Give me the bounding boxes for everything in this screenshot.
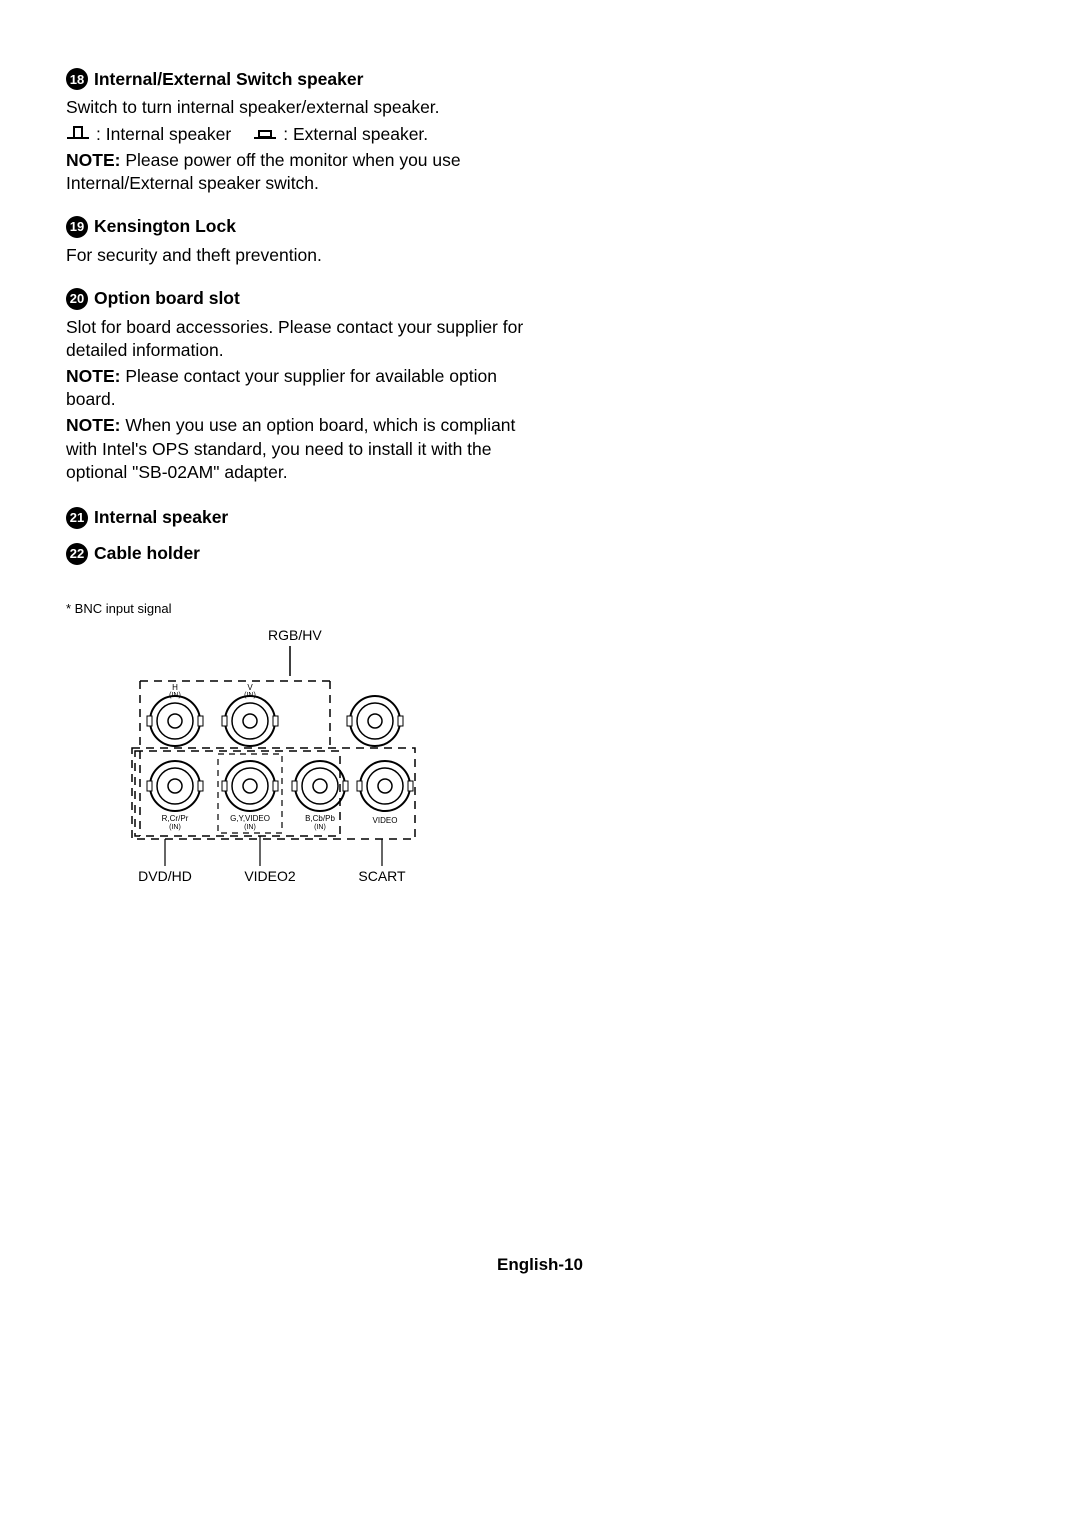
diagram-video2-label: VIDEO2 — [244, 868, 296, 884]
section-heading: 18 Internal/External Switch speaker — [66, 68, 536, 90]
diagram-scart-label: SCART — [358, 868, 406, 884]
page: 18 Internal/External Switch speaker Swit… — [0, 0, 1080, 921]
badge-number-icon: 21 — [66, 507, 88, 529]
section-body: For security and theft prevention. — [66, 244, 536, 268]
section-title: Cable holder — [94, 543, 200, 564]
section-title: Internal speaker — [94, 507, 228, 528]
bnc-connector — [147, 761, 203, 811]
diagram-r-label: R,Cr/Pr — [162, 814, 189, 823]
diagram-label-rgbhv: RGB/HV — [268, 627, 322, 643]
section-19: 19 Kensington Lock For security and thef… — [66, 216, 536, 268]
diagram-r-in: (IN) — [169, 824, 181, 831]
diagram-v-in: (IN) — [244, 692, 256, 699]
badge-number-icon: 19 — [66, 216, 88, 238]
section-note: NOTE: Please power off the monitor when … — [66, 149, 536, 196]
page-footer: English-10 — [0, 1255, 1080, 1275]
badge-number-icon: 18 — [66, 68, 88, 90]
diagram-video-label: VIDEO — [373, 816, 398, 825]
note-text: Please power off the monitor when you us… — [66, 150, 461, 194]
bnc-connector — [357, 761, 413, 811]
diagram-dvdhd-label: DVD/HD — [138, 868, 192, 884]
section-22: 22 Cable holder — [66, 543, 536, 565]
diagram-g-label: G,Y,VIDEO — [230, 814, 270, 823]
section-heading: 20 Option board slot — [66, 288, 536, 310]
section-20: 20 Option board slot Slot for board acce… — [66, 288, 536, 485]
section-heading: 22 Cable holder — [66, 543, 536, 565]
section-heading: 19 Kensington Lock — [66, 216, 536, 238]
internal-speaker-icon — [66, 124, 90, 145]
left-column: 18 Internal/External Switch speaker Swit… — [66, 68, 536, 921]
badge-number-icon: 22 — [66, 543, 88, 565]
diagram-h-label: H — [172, 683, 178, 692]
note-text: Please contact your supplier for availab… — [66, 366, 497, 410]
section-body: Switch to turn internal speaker/external… — [66, 96, 536, 120]
note-label: NOTE: — [66, 415, 120, 435]
note-label: NOTE: — [66, 366, 120, 386]
section-heading: 21 Internal speaker — [66, 507, 536, 529]
bnc-connector — [147, 696, 203, 746]
diagram-b-label: B,Cb/Pb — [305, 814, 335, 823]
bnc-connector — [347, 696, 403, 746]
bnc-diagram-svg: RGB/HV — [120, 626, 460, 916]
external-speaker-label: : External speaker. — [283, 124, 428, 145]
section-body: Slot for board accessories. Please conta… — [66, 316, 536, 363]
bnc-connector — [222, 696, 278, 746]
section-note-2: NOTE: When you use an option board, whic… — [66, 414, 536, 485]
speaker-icons-line: : Internal speaker : External speaker. — [66, 124, 536, 145]
section-title: Option board slot — [94, 288, 240, 309]
badge-number-icon: 20 — [66, 288, 88, 310]
diagram-g-in: (IN) — [244, 824, 256, 831]
diagram-b-in: (IN) — [314, 824, 326, 831]
bnc-diagram: RGB/HV — [120, 626, 536, 921]
note-label: NOTE: — [66, 150, 120, 170]
note-text: When you use an option board, which is c… — [66, 415, 515, 482]
external-speaker-icon — [253, 124, 277, 145]
section-title: Internal/External Switch speaker — [94, 69, 363, 90]
footnote: * BNC input signal — [66, 601, 536, 616]
diagram-v-label: V — [247, 683, 253, 692]
section-note-1: NOTE: Please contact your supplier for a… — [66, 365, 536, 412]
section-title: Kensington Lock — [94, 216, 236, 237]
section-21: 21 Internal speaker — [66, 507, 536, 529]
section-18: 18 Internal/External Switch speaker Swit… — [66, 68, 536, 196]
diagram-h-in: (IN) — [169, 692, 181, 699]
internal-speaker-label: : Internal speaker — [96, 124, 231, 145]
bnc-connector — [222, 761, 278, 811]
